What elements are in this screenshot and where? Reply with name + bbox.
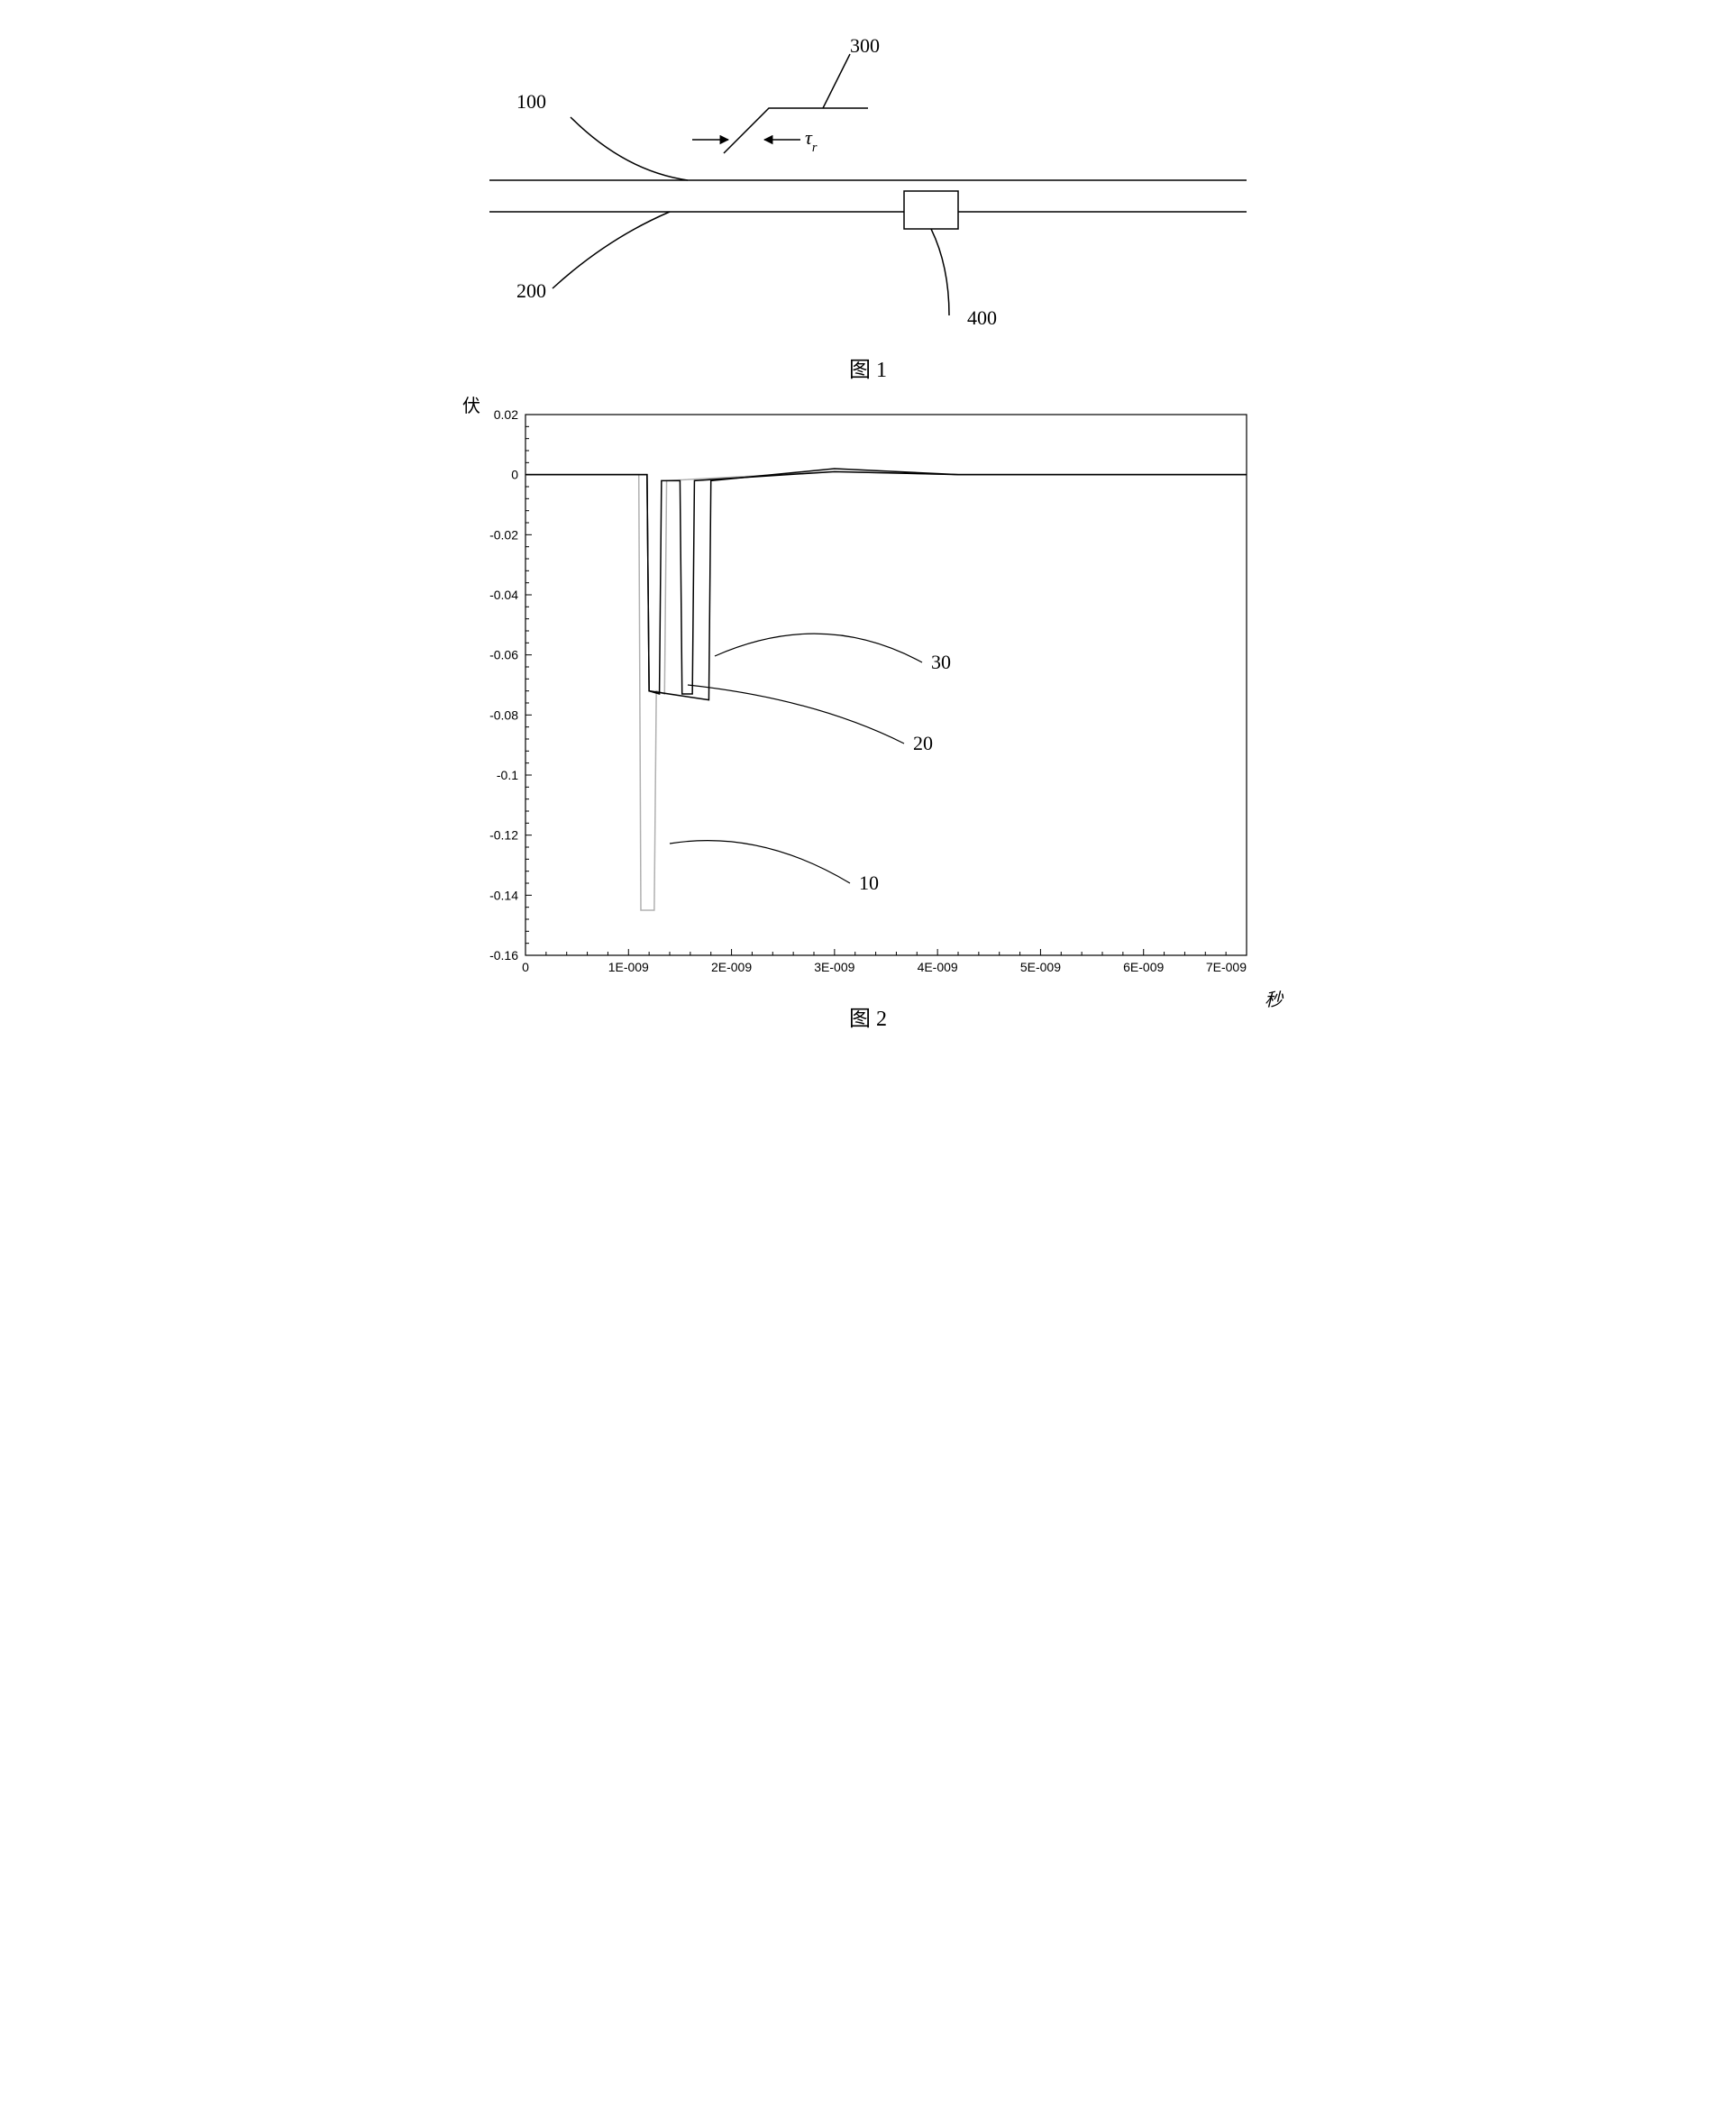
svg-text:0: 0 (522, 960, 529, 974)
svg-text:-0.08: -0.08 (489, 707, 518, 722)
svg-text:7E-009: 7E-009 (1206, 960, 1247, 974)
svg-text:200: 200 (516, 279, 546, 302)
svg-text:τr: τr (805, 126, 818, 155)
svg-text:4E-009: 4E-009 (918, 960, 958, 974)
svg-text:300: 300 (850, 36, 880, 57)
fig1-caption: 图 1 (462, 351, 1274, 383)
svg-text:-0.16: -0.16 (489, 948, 518, 963)
figure-2: 伏 0.020-0.02-0.04-0.06-0.08-0.1-0.12-0.1… (462, 397, 1274, 1045)
svg-text:0: 0 (511, 468, 518, 482)
svg-text:5E-009: 5E-009 (1020, 960, 1061, 974)
svg-text:3E-009: 3E-009 (814, 960, 854, 974)
fig2-xlabel: 秒 (1265, 985, 1283, 1011)
svg-text:100: 100 (516, 90, 546, 113)
svg-text:-0.06: -0.06 (489, 648, 518, 662)
svg-text:20: 20 (913, 732, 933, 754)
svg-text:10: 10 (859, 871, 879, 894)
fig2-caption: 图 2 (462, 1000, 1274, 1032)
svg-text:1E-009: 1E-009 (608, 960, 649, 974)
figure-1: τr100300200400 图 1 (462, 36, 1274, 342)
svg-text:2E-009: 2E-009 (711, 960, 752, 974)
svg-text:-0.02: -0.02 (489, 527, 518, 542)
svg-text:-0.1: -0.1 (497, 768, 518, 782)
fig2-svg: 0.02 0 -0.02 -0.04 -0.06 -0.08 -0.1 -0.12 -0.14 -… (462, 397, 1274, 991)
svg-text:-0.14: -0.14 (489, 888, 518, 902)
fig1-svg: τr 100 300 200 400 (462, 36, 1274, 342)
svg-text:400: 400 (967, 306, 997, 329)
svg-text:-0.04: -0.04 (489, 588, 518, 602)
svg-text:0.02: 0.02 (494, 407, 518, 422)
svg-text:-0.12: -0.12 (489, 828, 518, 843)
svg-text:30: 30 (931, 651, 951, 673)
svg-text:6E-009: 6E-009 (1123, 960, 1164, 974)
fig2-ylabel: 伏 (462, 391, 480, 417)
